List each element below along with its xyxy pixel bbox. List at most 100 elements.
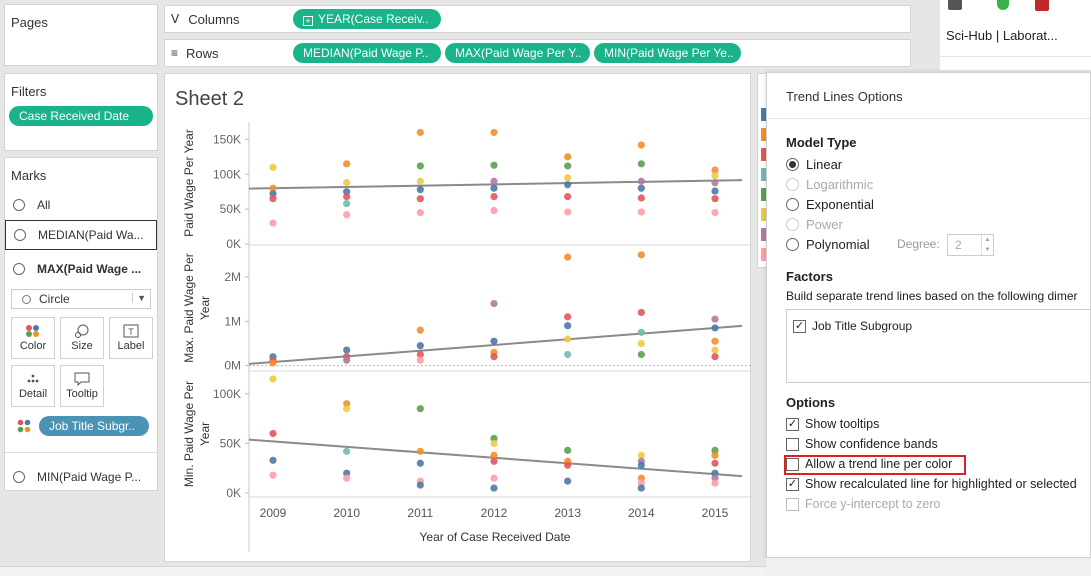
data-point <box>564 253 572 261</box>
marks-item-all[interactable]: All <box>5 190 157 220</box>
mark-type-dropdown[interactable]: Circle ▼ <box>11 289 151 309</box>
data-point <box>490 434 498 443</box>
download-extension-icon[interactable] <box>1035 0 1049 11</box>
data-point <box>343 400 351 408</box>
data-point <box>564 461 572 469</box>
filters-card: Filters Case Received Date <box>4 73 158 151</box>
data-point <box>416 481 424 489</box>
rows-pill-median[interactable]: MEDIAN(Paid Wage P.. <box>293 43 441 63</box>
tooltip-button[interactable]: Tooltip <box>60 365 104 407</box>
model-option-linear[interactable]: Linear <box>786 157 842 172</box>
y-tick-label: 0M <box>224 359 241 373</box>
data-point <box>711 353 719 361</box>
y-tick-label: 2M <box>224 270 241 284</box>
label-label: Label <box>117 340 145 352</box>
marks-item-label: MEDIAN(Paid Wa... <box>38 228 144 242</box>
legend-swatch[interactable] <box>761 208 769 221</box>
data-point <box>711 459 719 467</box>
legend-swatch[interactable] <box>761 248 769 261</box>
legend-swatch[interactable] <box>761 148 769 161</box>
x-tick-label: 2009 <box>260 506 287 520</box>
mark-type-value: Circle <box>39 292 70 306</box>
legend-swatch[interactable] <box>761 108 769 121</box>
data-point <box>269 195 277 203</box>
option-allow-trend-line-per-color[interactable]: Allow a trend line per color <box>786 457 952 471</box>
data-point <box>343 192 351 201</box>
expand-icon: + <box>303 16 313 26</box>
data-point <box>343 346 351 354</box>
pages-card[interactable]: Pages <box>4 4 158 66</box>
data-point <box>637 141 645 149</box>
radio-icon <box>786 178 799 191</box>
marks-item-label: MAX(Paid Wage ... <box>37 262 142 276</box>
y-axis-title: Min. Paid Wage Per <box>182 381 196 487</box>
data-point <box>637 308 645 317</box>
browser-tab-title[interactable]: Sci-Hub | Laborat... <box>946 28 1058 43</box>
option-label: Force y-intercept to zero <box>805 497 941 511</box>
x-tick-label: 2012 <box>481 506 508 520</box>
model-option-logarithmic: Logarithmic <box>786 177 873 192</box>
model-option-exponential[interactable]: Exponential <box>786 197 874 212</box>
label-button[interactable]: T Label <box>109 317 153 359</box>
y-tick-label: 100K <box>213 167 241 181</box>
model-option-power: Power <box>786 217 843 232</box>
data-point <box>711 209 719 217</box>
data-point <box>490 474 498 482</box>
data-point <box>711 166 719 174</box>
color-label: Color <box>19 340 47 352</box>
detail-button[interactable]: Detail <box>11 365 55 407</box>
rows-pill-max[interactable]: MAX(Paid Wage Per Y.. <box>445 43 590 63</box>
data-point <box>637 177 645 185</box>
extension-icon[interactable] <box>948 0 962 10</box>
data-point <box>711 479 719 487</box>
y-tick-label: 100K <box>213 387 241 401</box>
marks-divider <box>5 452 157 453</box>
data-point <box>490 451 498 459</box>
y-tick-label: 150K <box>213 132 241 146</box>
data-point <box>343 199 351 208</box>
model-option-polynomial[interactable]: Polynomial <box>786 237 870 252</box>
option-show-recalculated-line[interactable]: ✓ Show recalculated line for highlighted … <box>786 477 1077 491</box>
data-point <box>637 461 645 469</box>
data-point <box>416 162 424 170</box>
radio-icon <box>786 198 799 211</box>
factor-job-title-subgroup[interactable]: ✓ Job Title Subgroup <box>793 319 913 333</box>
x-tick-label: 2015 <box>702 506 729 520</box>
marks-item-min[interactable]: MIN(Paid Wage P... <box>5 462 157 492</box>
degree-value: 2 <box>955 238 962 252</box>
columns-pill-year[interactable]: + YEAR(Case Receiv.. <box>293 9 441 29</box>
data-point <box>269 375 277 383</box>
y-tick-label: 50K <box>220 202 241 216</box>
radio-icon <box>13 263 25 275</box>
size-button[interactable]: Size <box>60 317 104 359</box>
rows-shelf[interactable]: ≡ Rows MEDIAN(Paid Wage P.. MAX(Paid Wag… <box>164 39 911 67</box>
color-pill-job-title-subgroup[interactable]: Job Title Subgr.. <box>39 416 149 436</box>
marks-item-max[interactable]: MAX(Paid Wage ... <box>5 254 157 284</box>
factors-label: Factors <box>786 269 833 284</box>
option-show-tooltips[interactable]: ✓ Show tooltips <box>786 417 879 431</box>
radio-selected-icon <box>786 158 799 171</box>
legend-swatch[interactable] <box>761 168 769 181</box>
data-point <box>269 471 277 479</box>
color-button[interactable]: Color <box>11 317 55 359</box>
filter-pill-case-received-date[interactable]: Case Received Date <box>9 106 153 126</box>
factors-list: ✓ Job Title Subgroup <box>786 309 1091 383</box>
legend-swatch[interactable] <box>761 188 769 201</box>
option-label: Show recalculated line for highlighted o… <box>805 477 1077 491</box>
svg-text:T: T <box>128 327 134 337</box>
columns-shelf[interactable]: Ⅴ Columns + YEAR(Case Receiv.. <box>164 5 911 33</box>
legend-swatch[interactable] <box>761 128 769 141</box>
option-show-confidence-bands[interactable]: Show confidence bands <box>786 437 938 451</box>
dialog-bottom-bar <box>766 558 1091 576</box>
rows-pill-min[interactable]: MIN(Paid Wage Per Ye.. <box>594 43 741 63</box>
leaf-extension-icon[interactable] <box>997 0 1009 10</box>
data-point <box>416 186 424 194</box>
data-point <box>711 346 719 354</box>
marks-item-median[interactable]: MEDIAN(Paid Wa... <box>5 220 157 250</box>
degree-stepper[interactable]: 2 ▲ ▼ <box>947 234 994 256</box>
data-point <box>416 447 424 455</box>
data-point <box>269 163 277 171</box>
columns-shelf-label: Ⅴ Columns <box>171 11 240 27</box>
marks-item-label: All <box>37 198 51 212</box>
legend-swatch[interactable] <box>761 228 769 241</box>
